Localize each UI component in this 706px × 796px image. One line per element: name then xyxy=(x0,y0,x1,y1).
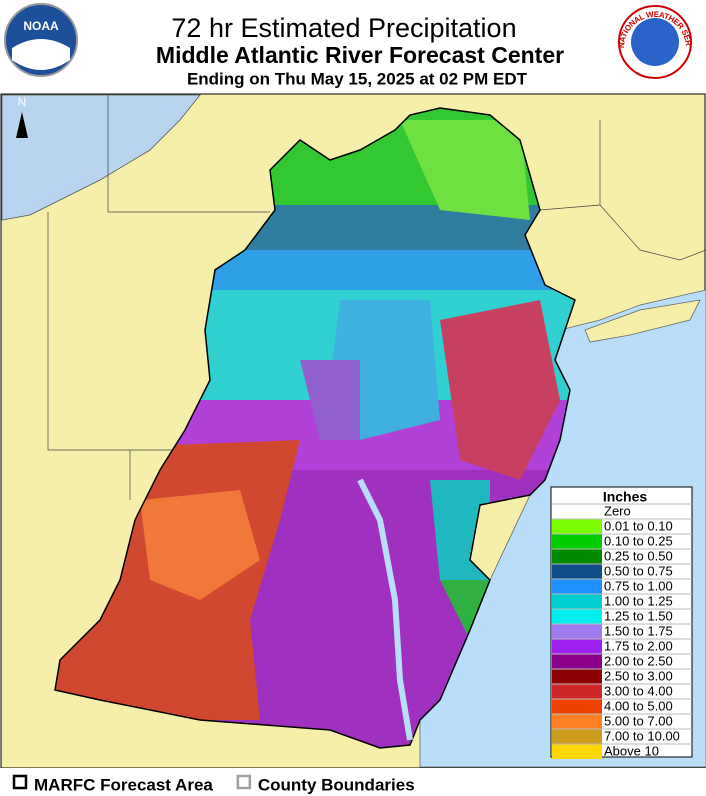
state-lines xyxy=(47,95,706,500)
legend-label: Above 10 xyxy=(604,743,659,758)
legend-swatch xyxy=(552,579,602,594)
legend-label: 0.25 to 0.50 xyxy=(604,548,673,563)
legend-swatch xyxy=(552,594,602,609)
legend-swatch xyxy=(552,609,602,624)
chesapeake-bay xyxy=(357,478,413,741)
legend-swatch xyxy=(552,729,602,744)
legend-label: 0.75 to 1.00 xyxy=(604,578,673,593)
footer-swatch xyxy=(236,774,252,790)
legend-label: 0.50 to 0.75 xyxy=(604,563,673,578)
noaa-logo-text: NOAA xyxy=(23,19,59,33)
legend-label: 1.00 to 1.25 xyxy=(604,593,673,608)
lake-ontario xyxy=(1,94,201,221)
legend-label: 5.00 to 7.00 xyxy=(604,713,673,728)
legend-label: 0.10 to 0.25 xyxy=(604,533,673,548)
legend-label: 3.00 to 4.00 xyxy=(604,683,673,698)
north-label: N xyxy=(18,95,27,109)
long-island xyxy=(584,299,701,343)
footer-label: MARFC Forecast Area xyxy=(34,775,213,794)
noaa-bird xyxy=(12,39,70,70)
legend-label: Zero xyxy=(604,503,631,518)
legend-swatch xyxy=(552,534,602,549)
legend-label: 0.01 to 0.10 xyxy=(604,518,673,533)
marfc-boundary xyxy=(54,107,576,749)
legend-swatch xyxy=(552,684,602,699)
legend-swatch xyxy=(552,549,602,564)
north-arrow xyxy=(16,112,28,138)
period: Ending on Thu May 15, 2025 at 02 PM EDT xyxy=(187,69,528,88)
legend-label: 1.25 to 1.50 xyxy=(604,608,673,623)
legend-label: 2.00 to 2.50 xyxy=(604,653,673,668)
legend-swatch xyxy=(552,504,602,519)
legend-title: Inches xyxy=(603,489,648,505)
footer: MARFC Forecast Area County Boundaries xyxy=(0,768,706,796)
legend-swatch xyxy=(552,714,602,729)
header xyxy=(0,0,706,94)
footer-bg xyxy=(0,768,706,796)
legend-swatch xyxy=(552,744,602,759)
legend-label: 7.00 to 10.00 xyxy=(604,728,680,743)
legend-swatch xyxy=(552,669,602,684)
title: 72 hr Estimated Precipitation xyxy=(171,13,516,43)
legend-label: 1.75 to 2.00 xyxy=(604,638,673,653)
legend-label: 1.50 to 1.75 xyxy=(604,623,673,638)
legend-label: 4.00 to 5.00 xyxy=(604,698,673,713)
nws-logo-inner xyxy=(631,18,679,66)
footer-label: County Boundaries xyxy=(258,775,415,794)
legend-swatch xyxy=(552,624,602,639)
legend-swatch xyxy=(552,639,602,654)
subtitle: Middle Atlantic River Forecast Center xyxy=(156,42,564,68)
legend-swatch xyxy=(552,564,602,579)
legend-label: 2.50 to 3.00 xyxy=(604,668,673,683)
legend-swatch xyxy=(552,654,602,669)
legend-swatch xyxy=(552,519,602,534)
legend-swatch xyxy=(552,699,602,714)
footer-swatch xyxy=(12,774,28,790)
